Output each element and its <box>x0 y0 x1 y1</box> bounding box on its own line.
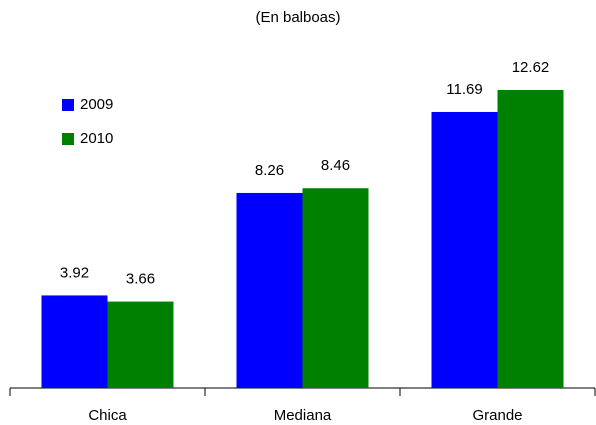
x-tick-label: Grande <box>472 407 522 424</box>
bar <box>107 301 174 388</box>
legend-swatch <box>62 133 74 145</box>
bar <box>302 188 369 388</box>
value-label: 8.26 <box>255 162 284 179</box>
x-tick-label: Mediana <box>274 407 332 424</box>
bar <box>497 90 564 388</box>
value-label: 3.92 <box>60 264 89 281</box>
value-label: 12.62 <box>512 59 550 76</box>
bar <box>431 111 498 388</box>
bar <box>236 192 303 388</box>
legend-label: 2009 <box>80 96 113 113</box>
value-label: 11.69 <box>446 81 482 98</box>
value-label: 8.46 <box>321 157 350 174</box>
legend-swatch <box>62 99 74 111</box>
chart-title: (En balboas) <box>255 9 340 26</box>
x-tick-label: Chica <box>88 407 127 424</box>
bar <box>41 295 108 388</box>
value-label: 3.66 <box>126 271 155 288</box>
legend-label: 2010 <box>80 130 113 147</box>
